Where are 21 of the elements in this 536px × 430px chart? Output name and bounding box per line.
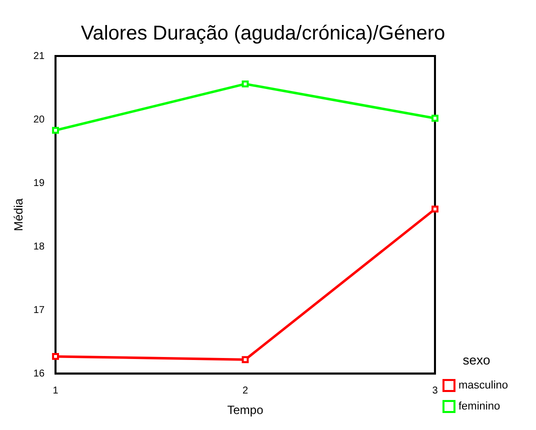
y-tick-label: 18 bbox=[33, 241, 45, 252]
x-tick-label: 3 bbox=[432, 385, 438, 396]
point bbox=[52, 126, 59, 134]
point bbox=[52, 352, 59, 360]
x-tick-label: 1 bbox=[52, 385, 59, 396]
point bbox=[242, 356, 249, 364]
y-tick-label: 16 bbox=[33, 368, 45, 380]
y-axis-title: Média bbox=[12, 198, 26, 232]
point bbox=[242, 80, 249, 88]
legend-label: feminino bbox=[458, 400, 500, 413]
point bbox=[432, 206, 438, 213]
legend-label: masculino bbox=[458, 380, 508, 392]
y-tick-label: 21 bbox=[33, 50, 45, 62]
y-tick-label: 19 bbox=[33, 178, 45, 189]
x-axis-title: Tempo bbox=[227, 403, 264, 418]
x-tick-label: 2 bbox=[242, 385, 248, 396]
legend-title: sexo bbox=[462, 352, 490, 368]
point bbox=[432, 114, 438, 122]
chart-title: Valores Duração (aguda/crónica)/Género bbox=[80, 22, 446, 45]
y-tick-label: 20 bbox=[33, 114, 45, 126]
y-tick-label: 17 bbox=[33, 304, 45, 316]
